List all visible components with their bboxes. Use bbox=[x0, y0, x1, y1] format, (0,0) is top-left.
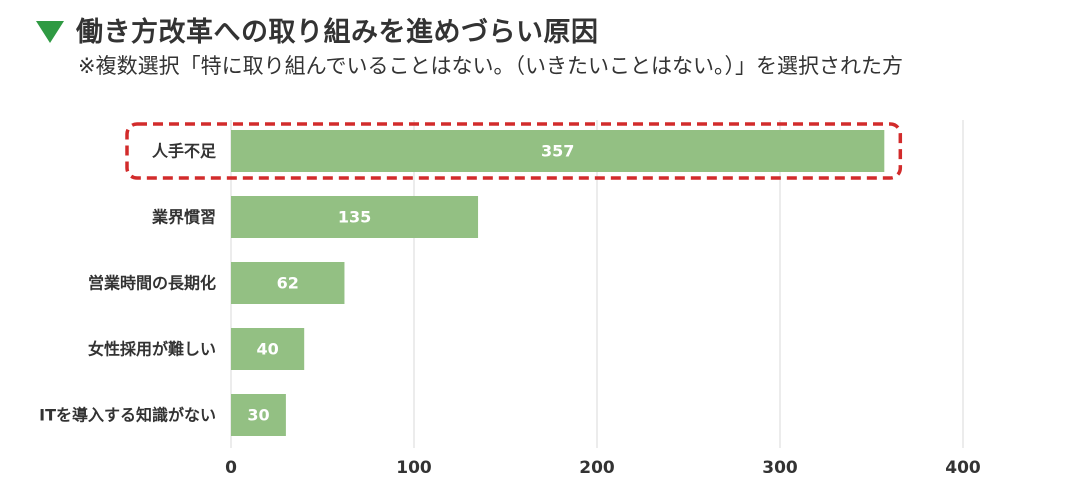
x-tick-label: 400 bbox=[945, 458, 981, 478]
x-tick-label: 0 bbox=[225, 458, 237, 478]
bar bbox=[231, 394, 286, 436]
chart-title: 働き方改革への取り組みを進めづらい原因 bbox=[76, 17, 599, 48]
category-label: ITを導入する知識がない bbox=[39, 406, 216, 425]
x-tick-label: 200 bbox=[579, 458, 615, 478]
bar bbox=[231, 196, 479, 238]
x-axis-ticks: 0 100 200 300 400 bbox=[225, 458, 981, 478]
category-label: 女性採用が難しい bbox=[88, 340, 216, 359]
bar bbox=[231, 130, 885, 172]
category-label: 人手不足 bbox=[152, 142, 217, 161]
bar-value-label: 357 bbox=[541, 142, 574, 161]
grid-lines bbox=[230, 120, 964, 448]
triangle-marker-icon bbox=[36, 20, 64, 43]
x-tick-label: 300 bbox=[762, 458, 798, 478]
bar-value-label: 135 bbox=[338, 208, 371, 227]
bar-value-label: 62 bbox=[277, 274, 299, 293]
category-label: 営業時間の長期化 bbox=[88, 274, 216, 293]
chart-title-row: 働き方改革への取り組みを進めづらい原因 bbox=[36, 10, 599, 49]
bar-value-label: 30 bbox=[247, 406, 269, 425]
highlight-dashed-box bbox=[125, 122, 903, 180]
category-label: 業界慣習 bbox=[151, 208, 216, 227]
bars: 357 135 62 40 30 bbox=[231, 130, 885, 436]
bar bbox=[231, 328, 305, 370]
highlight-box bbox=[125, 122, 903, 180]
chart-subtitle: ※複数選択「特に取り組んでいることはない。（いきたいことはない。）」を選択された… bbox=[78, 54, 904, 78]
x-tick-label: 100 bbox=[396, 458, 432, 478]
bar bbox=[231, 262, 345, 304]
bar-value-label: 40 bbox=[256, 340, 278, 359]
